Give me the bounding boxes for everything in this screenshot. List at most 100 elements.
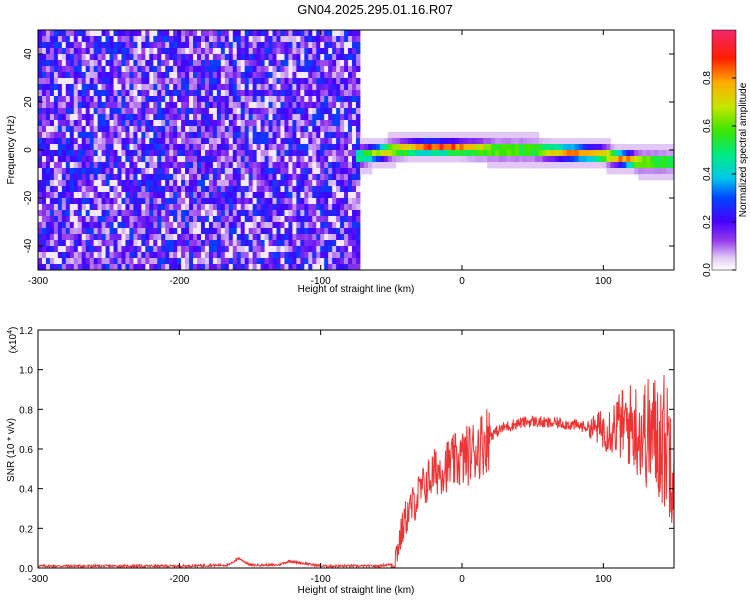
heatmap-cell — [197, 102, 202, 109]
heatmap-cell — [268, 240, 273, 247]
heatmap-cell — [240, 120, 246, 127]
heatmap-cell — [614, 156, 619, 163]
heatmap-cell — [224, 198, 230, 205]
heatmap-cell — [252, 72, 258, 79]
heatmap-cell — [49, 180, 55, 187]
heatmap-cell — [423, 144, 428, 151]
heatmap-cell — [340, 216, 345, 223]
heatmap-cell — [129, 252, 134, 259]
heatmap-cell — [228, 180, 234, 187]
heatmap-cell — [344, 156, 349, 163]
heatmap-cell — [121, 126, 126, 133]
heatmap-cell — [340, 126, 345, 133]
heatmap-cell — [308, 138, 313, 145]
colorbar-step — [712, 88, 736, 91]
heatmap-cell — [129, 138, 134, 145]
heatmap-cell — [256, 90, 262, 97]
heatmap-cell — [332, 204, 337, 211]
heatmap-cell — [145, 246, 150, 253]
heatmap-cell — [157, 108, 162, 115]
heatmap-cell — [308, 72, 313, 79]
heatmap-cell — [169, 162, 174, 169]
heatmap-cell — [57, 234, 63, 241]
heatmap-cell — [77, 240, 83, 247]
heatmap-cell — [562, 138, 568, 145]
heatmap-cell — [292, 180, 297, 187]
heatmap-cell — [666, 162, 671, 169]
heatmap-cell — [256, 168, 262, 175]
heatmap-cell — [232, 204, 238, 211]
heatmap-cell — [149, 36, 154, 43]
heatmap-cell — [185, 264, 190, 270]
heatmap-cell — [85, 252, 91, 259]
heatmap-cell — [399, 150, 405, 157]
heatmap-cell — [165, 234, 170, 241]
heatmap-cell — [189, 138, 194, 145]
heatmap-cell — [280, 168, 285, 175]
heatmap-cell — [340, 108, 345, 115]
heatmap-cell — [268, 258, 273, 265]
heatmap-cell — [181, 186, 186, 193]
heatmap-cell — [212, 102, 218, 109]
heatmap-cell — [220, 258, 226, 265]
heatmap-cell — [232, 216, 238, 223]
heatmap-cell — [324, 96, 329, 103]
heatmap-cell — [670, 150, 674, 157]
heatmap-cell — [566, 144, 572, 151]
heatmap-cell — [224, 138, 230, 145]
heatmap-cell — [336, 132, 341, 139]
heatmap-cell — [383, 156, 389, 163]
heatmap-cell — [276, 102, 281, 109]
heatmap-cell — [113, 54, 118, 61]
heatmap-cell — [503, 132, 508, 139]
heatmap-cell — [193, 120, 198, 127]
heatmap-cell — [161, 78, 166, 85]
heatmap-cell — [97, 210, 103, 217]
heatmap-cell — [475, 132, 480, 139]
heatmap-cell — [65, 246, 71, 253]
heatmap-cell — [185, 144, 190, 151]
heatmap-cell — [586, 138, 591, 145]
heatmap-cell — [340, 114, 345, 121]
heatmap-cell — [212, 210, 218, 217]
heatmap-cell — [431, 132, 436, 139]
heatmap-cell — [189, 222, 194, 229]
heatmap-cell — [53, 132, 59, 139]
heatmap-cell — [38, 252, 43, 259]
heatmap-cell — [57, 54, 63, 61]
heatmap-cell — [403, 150, 409, 157]
heatmap-cell — [117, 216, 122, 223]
heatmap-cell — [260, 138, 265, 145]
heatmap-cell — [507, 138, 512, 145]
heatmap-cell — [125, 240, 130, 247]
heatmap-cell — [479, 150, 484, 157]
heatmap-cell — [284, 198, 289, 205]
heatmap-cell — [332, 234, 337, 241]
heatmap-cell — [256, 114, 262, 121]
heatmap-cell — [284, 246, 289, 253]
heatmap-cell — [208, 90, 214, 97]
heatmap-cell — [65, 192, 71, 199]
heatmap-cell — [316, 252, 321, 259]
heatmap-cell — [515, 156, 520, 163]
heatmap-cell — [276, 240, 281, 247]
heatmap-cell — [141, 246, 146, 253]
heatmap-cell — [57, 228, 63, 235]
heatmap-cell — [38, 174, 43, 181]
heatmap-cell — [260, 30, 265, 37]
heatmap-cell — [208, 84, 214, 91]
heatmap-cell — [244, 48, 250, 55]
heatmap-cell — [256, 60, 262, 67]
heatmap-cell — [113, 174, 118, 181]
heatmap-cell — [244, 42, 250, 49]
heatmap-cell — [113, 60, 118, 67]
heatmap-cell — [236, 126, 242, 133]
heatmap-cell — [93, 186, 99, 193]
heatmap-cell — [57, 216, 63, 223]
heatmap-cell — [308, 222, 313, 229]
heatmap-cell — [173, 252, 178, 259]
heatmap-cell — [157, 90, 162, 97]
heatmap-cell — [224, 222, 230, 229]
y-tick-label: 20 — [23, 96, 34, 108]
heatmap-cell — [165, 138, 170, 145]
